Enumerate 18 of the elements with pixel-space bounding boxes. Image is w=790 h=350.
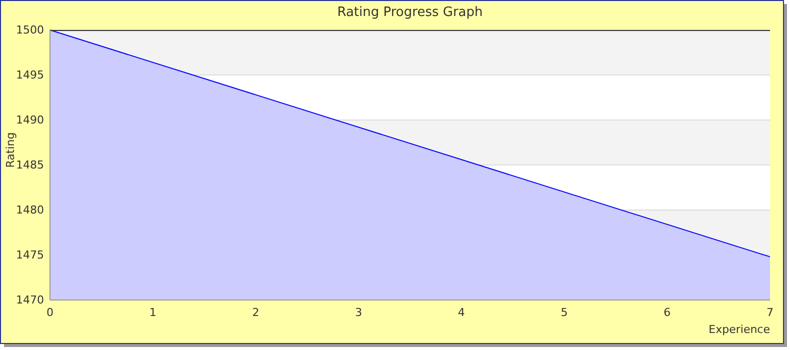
y-tick-label: 1485 [16,158,44,172]
x-tick-label: 5 [560,306,568,319]
y-tick-label: 1475 [16,248,44,262]
y-axis-title: Rating [4,132,17,168]
x-tick-label: 1 [149,306,156,319]
x-tick-label: 4 [458,306,465,319]
y-tick-label: 1480 [16,204,44,217]
y-tick-label: 1495 [16,68,44,82]
x-tick-label: 3 [355,306,362,319]
x-axis-title: Experience [708,323,770,336]
x-tick-label: 7 [766,306,774,319]
y-tick-label: 1500 [16,24,44,37]
x-tick-label: 2 [252,306,260,319]
y-tick-label: 1470 [16,294,44,307]
chart-title: Rating Progress Graph [337,5,483,20]
y-tick-label: 1490 [16,114,44,127]
x-tick-label: 6 [664,306,671,319]
x-tick-label: 0 [46,306,54,319]
